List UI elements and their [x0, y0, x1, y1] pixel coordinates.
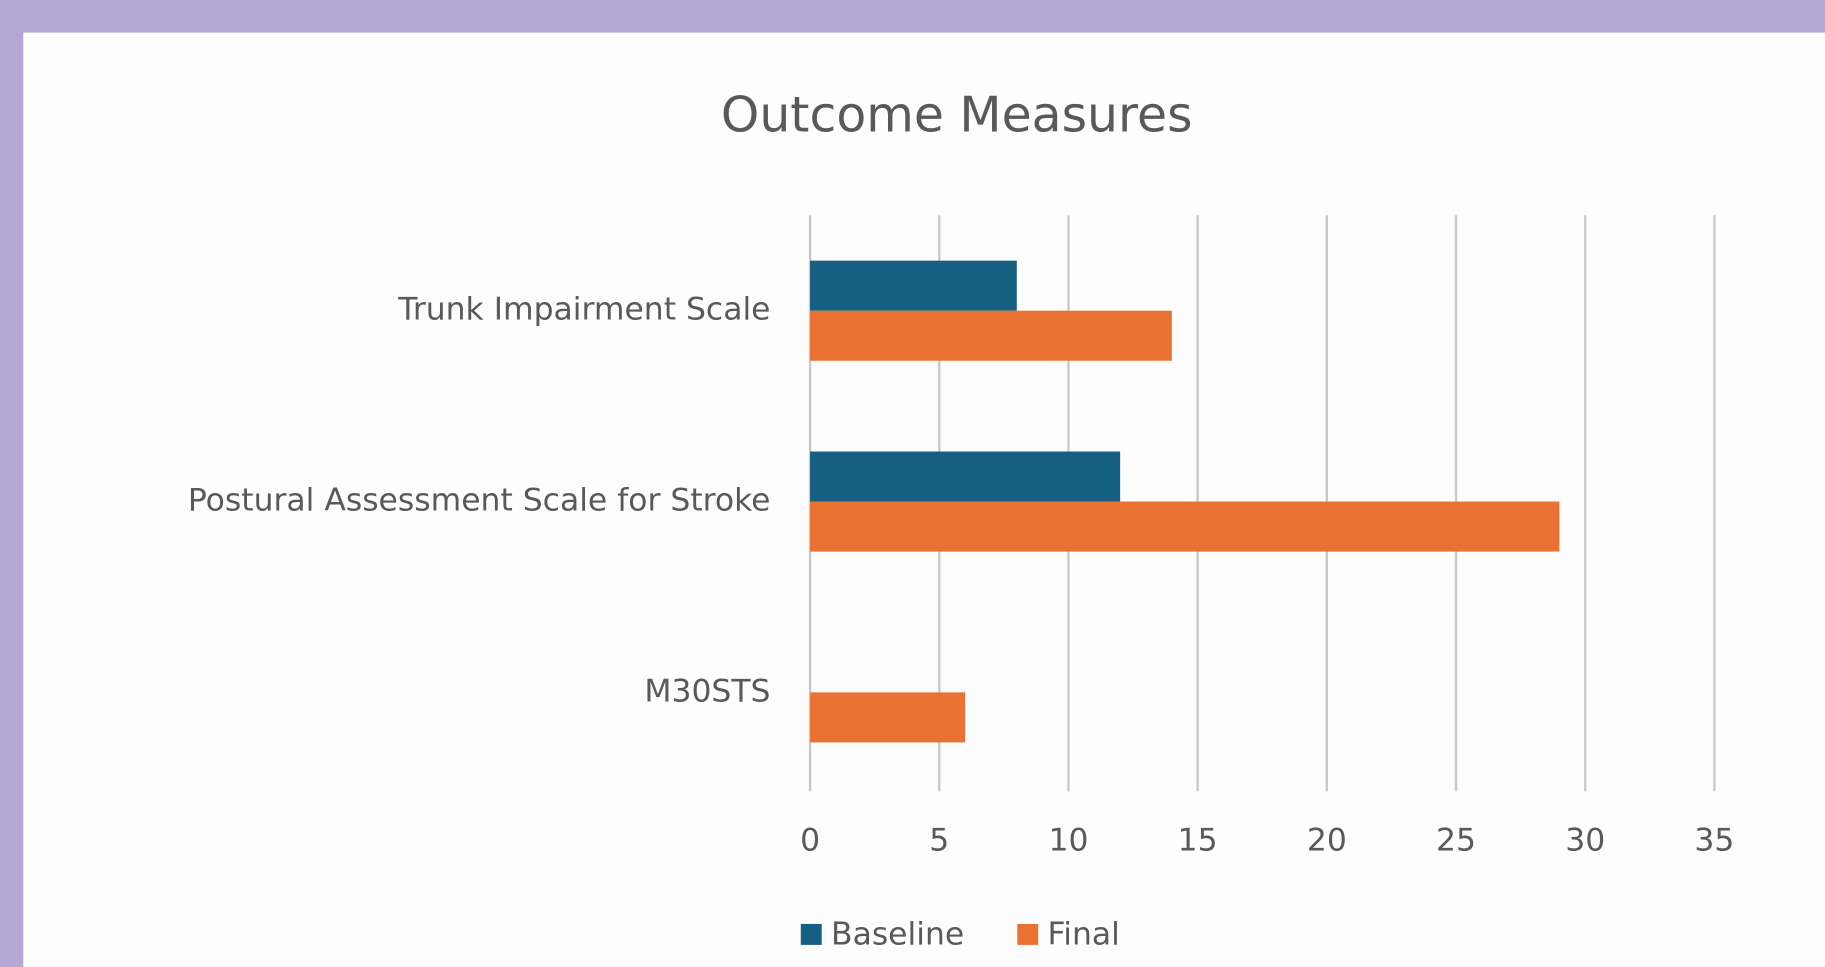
chart-title: Outcome Measures — [721, 87, 1193, 144]
bar — [810, 260, 1017, 311]
x-tick-label: 25 — [1436, 822, 1476, 858]
x-tick-label: 20 — [1307, 822, 1347, 858]
y-tick-label: M30STS — [644, 673, 770, 709]
bar — [810, 501, 1560, 552]
x-tick-label: 35 — [1694, 822, 1734, 858]
legend-swatch — [800, 923, 822, 945]
bar — [810, 692, 966, 743]
x-tick-label: 15 — [1178, 822, 1218, 858]
x-tick-label: 5 — [929, 822, 949, 858]
x-tick-label: 0 — [800, 822, 820, 858]
bar — [810, 310, 1172, 361]
legend-swatch — [1017, 923, 1039, 945]
bar — [810, 451, 1121, 502]
x-tick-label: 10 — [1048, 822, 1088, 858]
legend-label: Baseline — [831, 917, 964, 953]
x-tick-label: 30 — [1565, 822, 1605, 858]
y-tick-label: Postural Assessment Scale for Stroke — [188, 483, 771, 519]
legend-label: Final — [1048, 917, 1120, 953]
y-tick-label: Trunk Impairment Scale — [397, 292, 770, 328]
